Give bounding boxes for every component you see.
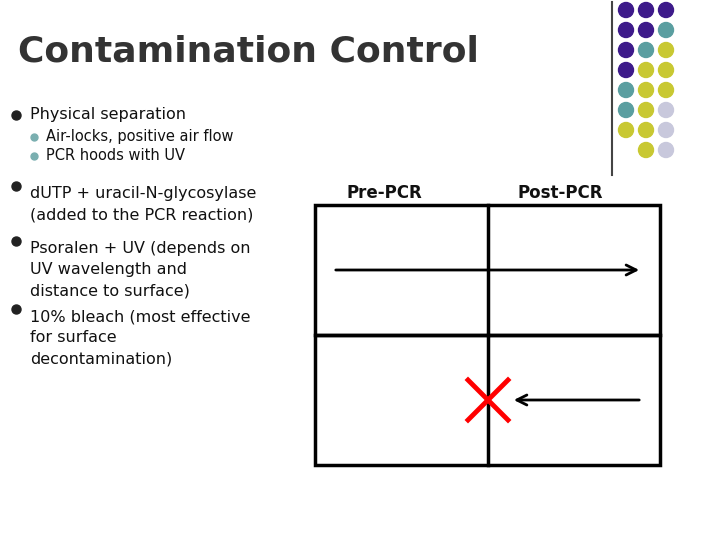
Circle shape <box>618 83 634 98</box>
Circle shape <box>659 3 673 17</box>
Text: 10% bleach (most effective
for surface
decontamination): 10% bleach (most effective for surface d… <box>30 309 251 366</box>
Circle shape <box>659 103 673 118</box>
Circle shape <box>659 43 673 57</box>
Text: Contamination Control: Contamination Control <box>18 35 479 69</box>
Circle shape <box>639 63 654 78</box>
Circle shape <box>618 103 634 118</box>
Text: Psoralen + UV (depends on
UV wavelength and
distance to surface): Psoralen + UV (depends on UV wavelength … <box>30 241 251 298</box>
Circle shape <box>659 63 673 78</box>
Circle shape <box>639 43 654 57</box>
Circle shape <box>659 23 673 37</box>
Circle shape <box>639 83 654 98</box>
Circle shape <box>639 3 654 17</box>
Circle shape <box>639 23 654 37</box>
Circle shape <box>618 43 634 57</box>
Text: Physical separation: Physical separation <box>30 107 186 123</box>
Circle shape <box>659 83 673 98</box>
Text: Post-PCR: Post-PCR <box>517 184 603 202</box>
Text: Pre-PCR: Pre-PCR <box>346 184 422 202</box>
Circle shape <box>618 123 634 138</box>
Text: Air-locks, positive air flow: Air-locks, positive air flow <box>46 130 233 145</box>
Circle shape <box>639 103 654 118</box>
Circle shape <box>659 143 673 158</box>
Circle shape <box>618 23 634 37</box>
Text: PCR hoods with UV: PCR hoods with UV <box>46 148 185 164</box>
Circle shape <box>618 3 634 17</box>
Circle shape <box>659 123 673 138</box>
Text: dUTP + uracil-N-glycosylase
(added to the PCR reaction): dUTP + uracil-N-glycosylase (added to th… <box>30 186 256 222</box>
Circle shape <box>639 143 654 158</box>
Circle shape <box>618 63 634 78</box>
Circle shape <box>639 123 654 138</box>
